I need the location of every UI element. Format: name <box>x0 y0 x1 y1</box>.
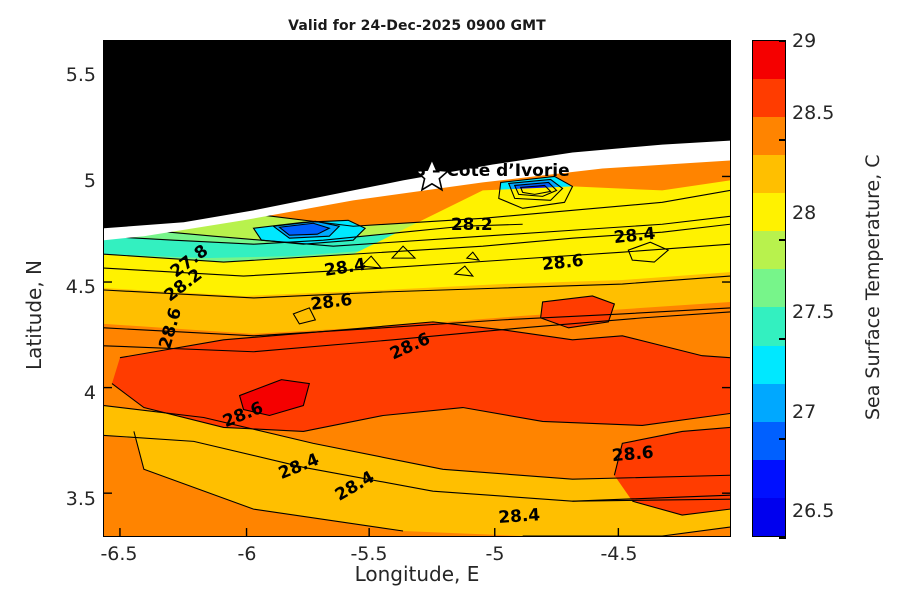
colorbar-tick-label-26.5: 26.5 <box>792 500 835 522</box>
colorbar-segment <box>753 497 785 536</box>
band-28.7-ne-cell <box>540 295 615 328</box>
site-annotation-label: (ONHYM) PPL EBS – Cote d’Ivorie <box>254 161 570 181</box>
xtick-label--6: -6 <box>237 543 257 565</box>
xtick-label--4.5: -4.5 <box>600 543 638 565</box>
contour-label: 28.4 <box>613 223 657 247</box>
ytick-label-5.5: 5.5 <box>65 64 96 86</box>
colorbar-segment <box>753 459 785 498</box>
map-plot-area[interactable]: 27.8 28.2 28.2 28.4 28.4 28.6 28.6 28.6 … <box>103 40 731 537</box>
colorbar-tick <box>779 239 786 241</box>
xtick-label--6.5: -6.5 <box>100 543 138 565</box>
colorbar-segment <box>753 117 785 156</box>
ytick-label-4: 4 <box>83 382 96 404</box>
star-marker[interactable] <box>414 157 450 192</box>
colorbar-tick-label-29: 29 <box>792 30 817 52</box>
ytick-label-4.5: 4.5 <box>65 276 96 298</box>
ytick-label-3.5: 3.5 <box>65 488 96 510</box>
colorbar-tick-label-27.5: 27.5 <box>792 301 835 323</box>
sst-contour-map: 27.8 28.2 28.2 28.4 28.4 28.6 28.6 28.6 … <box>104 41 730 536</box>
colorbar[interactable] <box>752 40 786 537</box>
colorbar-tick-label-27: 27 <box>792 401 817 423</box>
band-28.3-south <box>133 431 730 536</box>
contour-label: 28.6 <box>611 442 654 466</box>
contour-label: 28.4 <box>498 504 541 527</box>
colorbar-tick <box>779 537 786 539</box>
contour-label: 28.2 <box>451 214 493 234</box>
colorbar-tick <box>779 338 786 340</box>
colorbar-tick <box>779 40 786 42</box>
colorbar-segment <box>753 269 785 308</box>
colorbar-tick-label-28: 28 <box>792 202 817 224</box>
colorbar-segment <box>753 193 785 232</box>
colorbar-segment <box>753 307 785 346</box>
contour-label: 28.6 <box>541 250 585 274</box>
xtick-label--5.5: -5.5 <box>350 543 388 565</box>
band-28.3 <box>104 272 730 336</box>
colorbar-axis-label: Sea Surface Temperature, C <box>862 154 884 420</box>
axis-ticks <box>104 41 730 536</box>
xtick-label--5: -5 <box>485 543 505 565</box>
colorbar-segment <box>753 79 785 118</box>
colorbar-tick-label-28.5: 28.5 <box>792 102 835 124</box>
landmass <box>104 41 730 229</box>
colorbar-tick <box>779 438 786 440</box>
x-axis-label: Longitude, E <box>354 562 480 586</box>
colorbar-segment <box>753 41 785 80</box>
ytick-label-5: 5 <box>83 170 96 192</box>
colorbar-tick <box>779 139 786 141</box>
colorbar-segment <box>753 345 785 384</box>
colorbar-segment <box>753 155 785 194</box>
contour-lines <box>104 175 730 536</box>
colorbar-segment <box>753 421 785 460</box>
y-axis-label: Latitude, N <box>22 260 46 370</box>
colorbar-segment <box>753 231 785 270</box>
band-28.9-core <box>239 379 310 416</box>
band-28.7-southeast <box>614 427 730 516</box>
page-title: Valid for 24-Dec-2025 0900 GMT <box>288 18 546 34</box>
colorbar-segment <box>753 383 785 422</box>
